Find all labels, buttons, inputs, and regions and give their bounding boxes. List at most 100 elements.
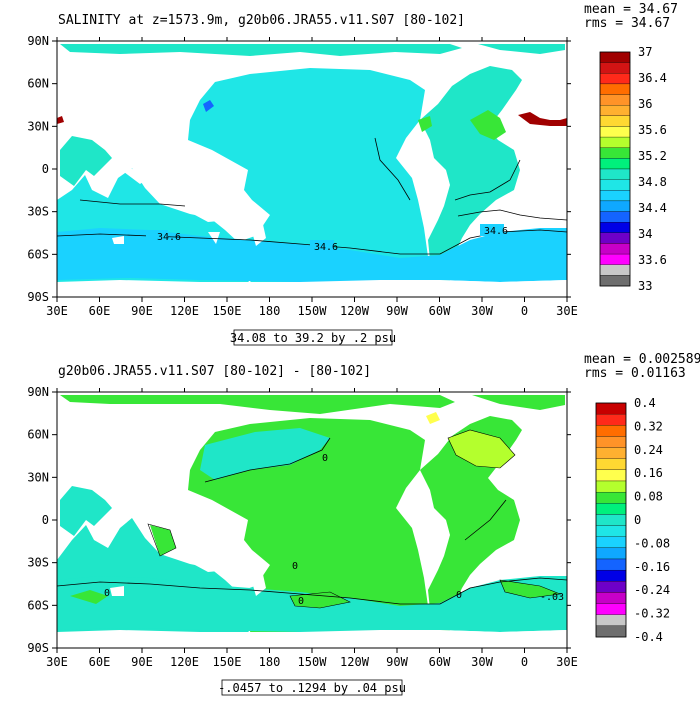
panel1-title: SALINITY at z=1573.9m, g20b06.JRA55.v11.…: [58, 13, 465, 28]
y-tick-label: 90N: [27, 34, 49, 48]
x-tick-label: 90W: [386, 655, 408, 669]
y-tick-label: 30S: [27, 205, 49, 219]
colorbar-swatch: [599, 190, 631, 202]
y-tick-label: 0: [42, 513, 49, 527]
colorbar-swatch: [599, 243, 631, 255]
colorbar-swatch: [595, 514, 627, 526]
colorbar-swatch: [599, 94, 631, 106]
panel2-mean: mean = 0.002589: [584, 352, 700, 367]
colorbar-swatch: [599, 73, 631, 85]
colorbar-swatch: [599, 222, 631, 233]
colorbar-swatch: [595, 458, 627, 471]
x-tick-label: 90E: [131, 655, 153, 669]
y-tick-label: 60S: [27, 247, 49, 261]
colorbar-swatch: [599, 211, 631, 223]
panel2-contour-label: 0: [456, 590, 462, 601]
colorbar-swatch: [595, 469, 627, 482]
x-tick-label: 30E: [556, 304, 578, 318]
x-tick-label: 150W: [298, 304, 328, 318]
colorbar-label: 0: [634, 513, 641, 527]
panel1-contour-label: 34.6: [314, 242, 338, 253]
colorbar-swatch: [599, 232, 631, 244]
x-tick-label: 90W: [386, 304, 408, 318]
colorbar-label: 0.08: [634, 490, 663, 504]
colorbar-swatch: [599, 115, 631, 127]
colorbar-swatch: [595, 569, 627, 582]
panel2-rms: rms = 0.01163: [584, 366, 686, 381]
colorbar-swatch: [599, 126, 631, 138]
panel1-axis-ticks: 30E 60E 90E 120E 150E 180 150W 120W 90W 60W 30W 0 30…: [27, 34, 578, 318]
colorbar-swatch: [595, 603, 627, 615]
colorbar-swatch: [595, 558, 627, 571]
colorbar-swatch: [599, 253, 631, 265]
y-tick-label: 90N: [27, 385, 49, 399]
x-tick-label: 180: [259, 655, 281, 669]
colorbar-label: 36: [638, 97, 652, 111]
colorbar-swatch: [595, 592, 627, 604]
colorbar-swatch: [595, 536, 627, 549]
colorbar-label: 34: [638, 227, 652, 241]
panel-difference: g20b06.JRA55.v11.S07 [80-102] - [80-102]…: [27, 352, 700, 696]
colorbar-swatch: [599, 136, 631, 148]
colorbar-swatch: [599, 200, 631, 212]
x-tick-label: 30E: [46, 655, 68, 669]
y-tick-label: 30N: [27, 470, 49, 484]
colorbar-swatch: [599, 105, 631, 116]
colorbar-swatch: [599, 51, 631, 63]
panel2-contour-label: 0: [104, 588, 110, 599]
panel1-mean: mean = 34.67: [584, 2, 678, 17]
colorbar-swatch: [599, 147, 631, 159]
colorbar-label: -0.32: [634, 607, 670, 621]
colorbar-swatch: [595, 581, 627, 593]
colorbar-label: 34.8: [638, 175, 667, 189]
x-tick-label: 120W: [340, 655, 370, 669]
colorbar-label: -0.08: [634, 536, 670, 550]
colorbar-swatch: [595, 491, 627, 504]
colorbar-swatch: [599, 158, 631, 170]
colorbar-swatch: [599, 83, 631, 95]
x-tick-label: 180: [259, 304, 281, 318]
colorbar-swatch: [595, 625, 627, 638]
x-tick-label: 150E: [213, 655, 242, 669]
colorbar-swatch: [599, 264, 631, 276]
y-tick-label: 60N: [27, 77, 49, 91]
colorbar-label: 37: [638, 45, 652, 59]
colorbar-label: 0.32: [634, 419, 663, 433]
colorbar-label: -0.16: [634, 560, 670, 574]
colorbar-swatch: [595, 447, 627, 459]
panel1-contour-label: 34.6: [484, 226, 508, 237]
x-tick-label: 60E: [89, 304, 111, 318]
panel-salinity: SALINITY at z=1573.9m, g20b06.JRA55.v11.…: [27, 2, 678, 346]
y-tick-label: 90S: [27, 641, 49, 655]
y-tick-label: 90S: [27, 290, 49, 304]
colorbar-swatch: [595, 413, 627, 426]
colorbar-label: -0.4: [634, 630, 663, 644]
x-tick-label: 150E: [213, 304, 242, 318]
panel1-rms: rms = 34.67: [584, 16, 670, 31]
panel2-axis-ticks: 30E 60E 90E 120E 150E 180 150W 120W 90W 60W 30W 0 30…: [27, 385, 578, 669]
colorbar-swatch: [595, 525, 627, 537]
colorbar-swatch: [595, 436, 627, 448]
x-tick-label: 150W: [298, 655, 328, 669]
colorbar-frame: [595, 402, 627, 638]
x-tick-label: 0: [521, 655, 528, 669]
colorbar-swatch: [595, 547, 627, 560]
panel2-colorbar: 0.4 0.32 0.24 0.16 0.08 0 -0.08 -0.16 -0.24 -0.32…: [595, 396, 670, 644]
x-tick-label: 30E: [46, 304, 68, 318]
x-tick-label: 120W: [340, 304, 370, 318]
x-tick-label: 30W: [471, 304, 493, 318]
panel2-contour-label: 0: [322, 453, 328, 464]
panel1-contour-info: 34.08 to 39.2 by .2 psu: [230, 331, 396, 345]
x-tick-label: 90E: [131, 304, 153, 318]
x-tick-label: 60W: [429, 304, 451, 318]
colorbar-swatch: [599, 62, 631, 74]
y-tick-label: 30S: [27, 556, 49, 570]
colorbar-swatch: [599, 275, 631, 287]
colorbar-label: 33: [638, 279, 652, 293]
panel2-contour-info-box: [221, 679, 403, 696]
colorbar-swatch: [595, 425, 627, 437]
y-tick-label: 60S: [27, 598, 49, 612]
panel2-contour-info: -.0457 to .1294 by .04 psu: [218, 681, 406, 695]
colorbar-label: -0.24: [634, 583, 670, 597]
